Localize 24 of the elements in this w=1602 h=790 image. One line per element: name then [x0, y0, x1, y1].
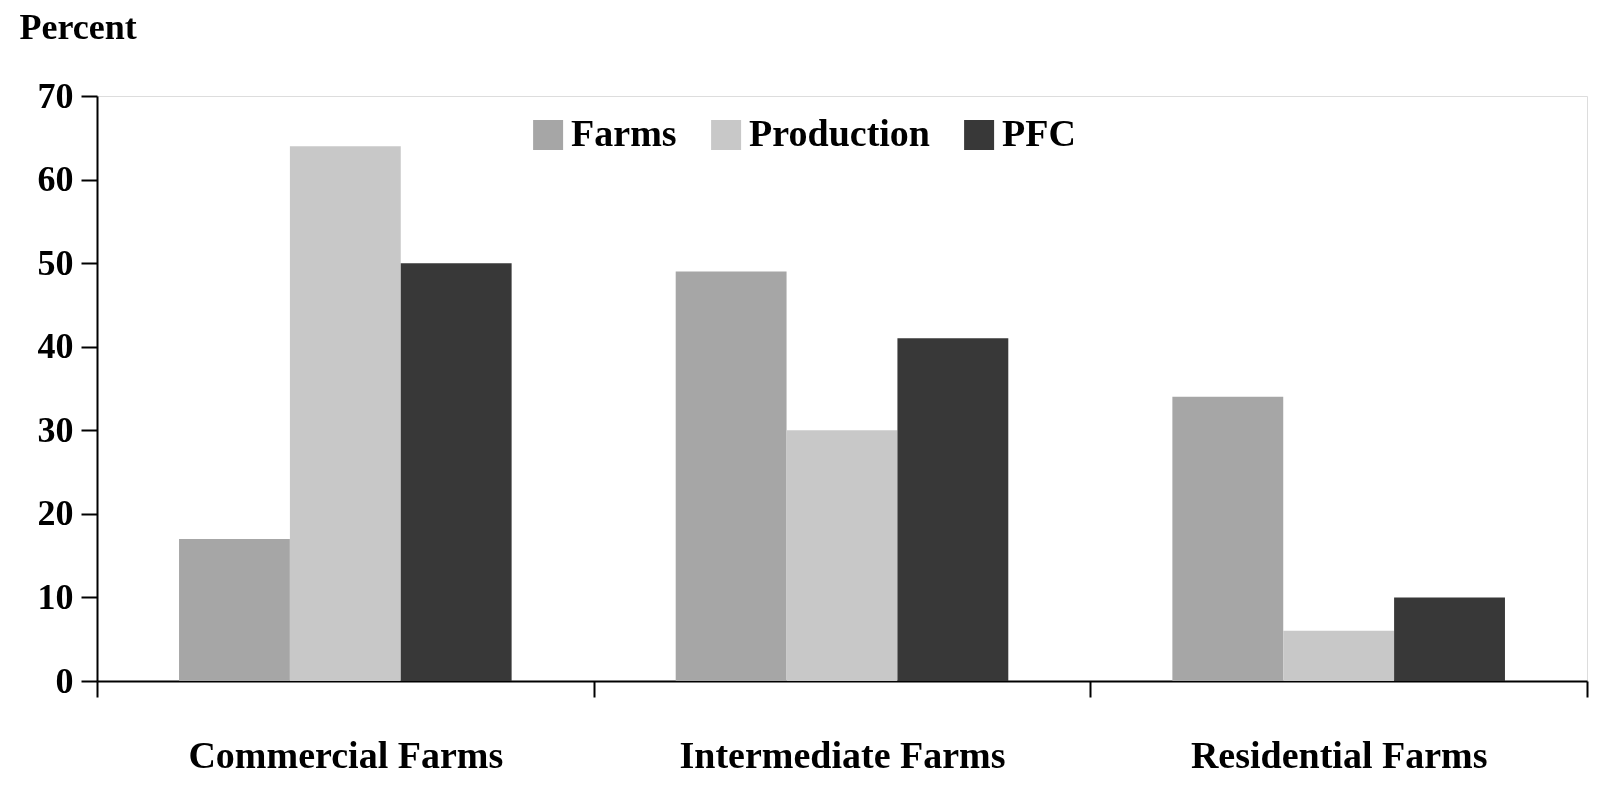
legend-label: Farms	[571, 112, 677, 154]
x-tick-label: Residential Farms	[1190, 733, 1488, 776]
bar	[1283, 630, 1395, 681]
x-tick-label: Commercial Farms	[188, 733, 504, 776]
bar	[897, 338, 1009, 681]
y-tick-label: 70	[37, 75, 74, 116]
y-tick-label: 60	[37, 159, 74, 200]
y-tick-label: 50	[37, 242, 74, 283]
x-tick-label: Intermediate Farms	[679, 733, 1006, 776]
bar	[179, 538, 290, 681]
bar	[1394, 597, 1505, 681]
bar	[289, 146, 401, 681]
bar	[786, 430, 898, 681]
y-tick-label: 40	[37, 326, 74, 367]
y-tick-label: 10	[37, 576, 74, 617]
y-tick-label: 0	[55, 660, 74, 701]
legend-label: PFC	[1002, 112, 1076, 154]
y-axis-title: Percent	[19, 6, 137, 47]
bar	[400, 263, 512, 681]
y-tick-label: 20	[37, 493, 74, 534]
bar	[1172, 396, 1284, 681]
y-tick-label: 30	[37, 409, 74, 450]
bar	[675, 271, 787, 681]
legend-label: Production	[749, 112, 930, 154]
